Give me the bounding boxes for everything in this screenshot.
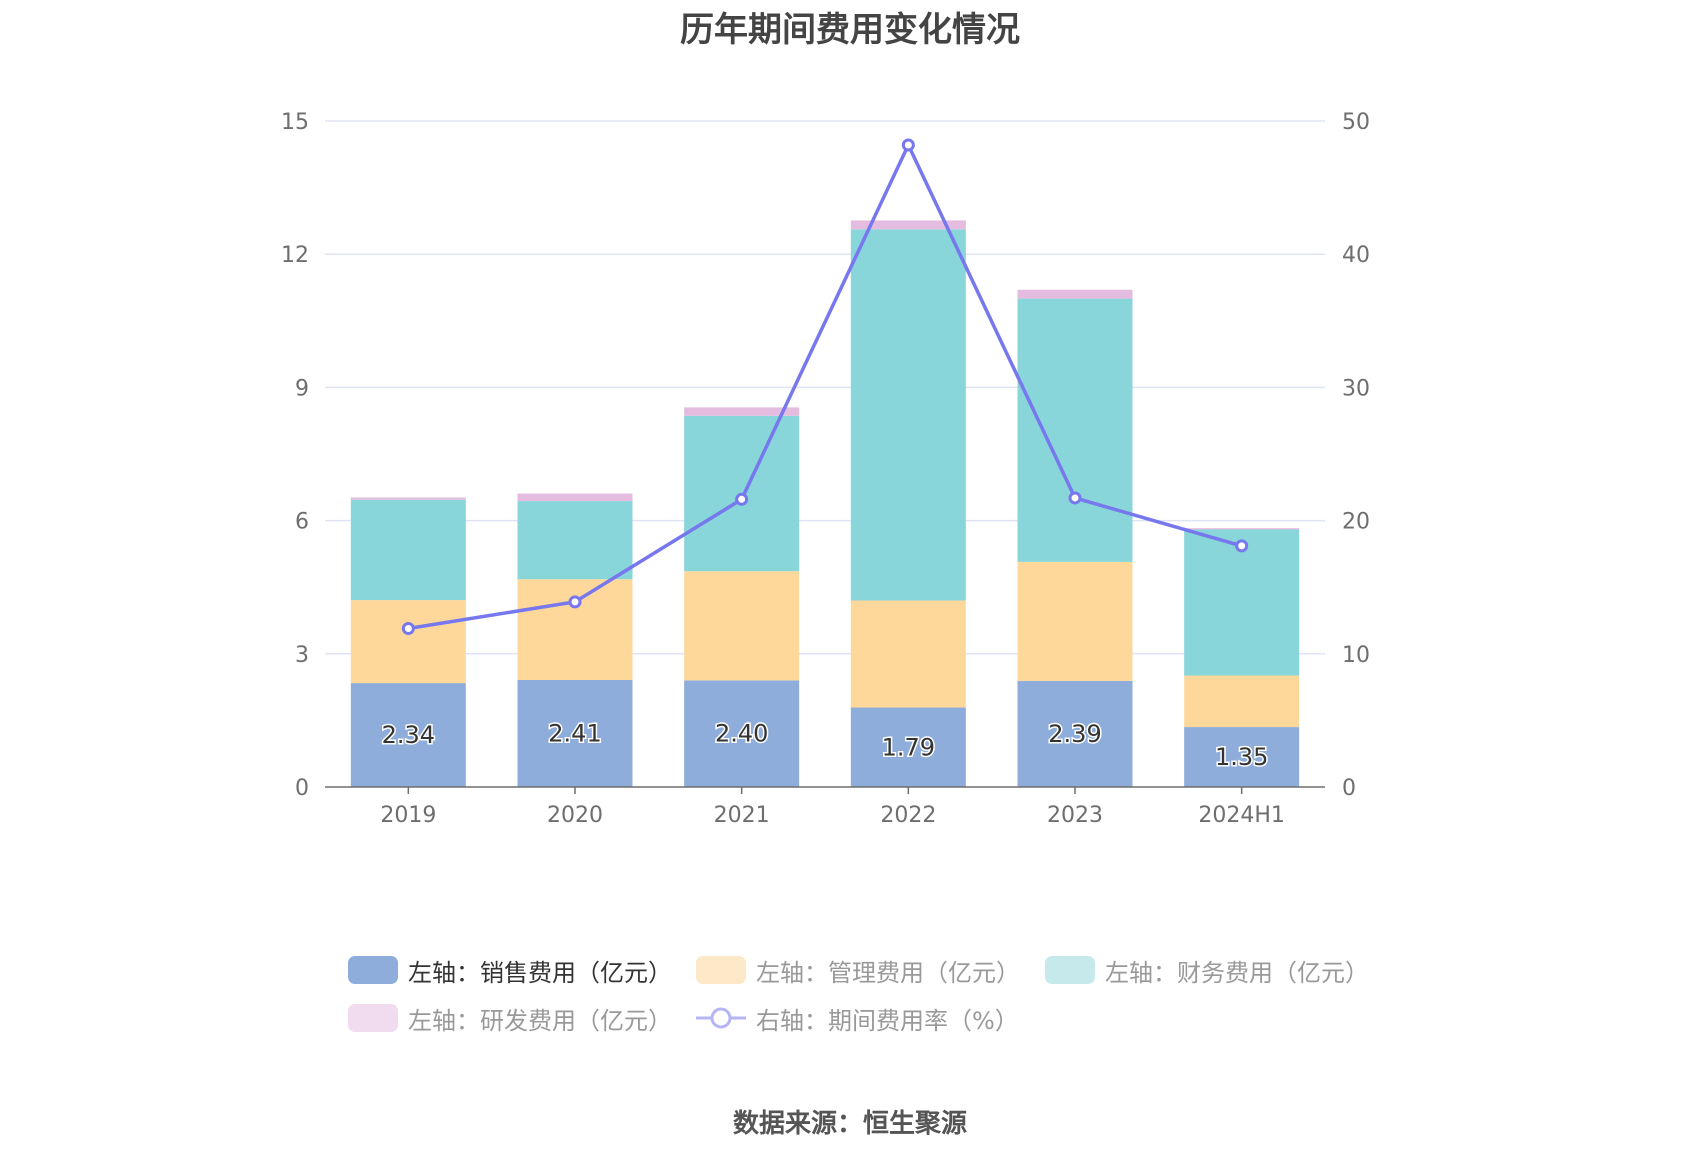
legend-item-sales[interactable]: 左轴：销售费用（亿元） [348,952,672,988]
bar-value-label: 2.34 [382,721,435,749]
bar-value-label: 2.39 [1048,720,1101,748]
x-axis: 2019 2020 2021 2022 2023 2024H1 [325,786,1325,828]
rate-line-path [408,140,1243,631]
left-tick-label: 9 [295,376,309,401]
bar-admin [1184,675,1300,728]
bar-rd [350,497,466,500]
right-tick-label: 50 [1342,110,1370,135]
bar-admin [350,600,466,684]
left-tick-label: 6 [295,510,309,535]
legend-item-finance[interactable]: 左轴：财务费用（亿元） [1045,952,1369,988]
right-y-axis: 0 10 20 30 40 50 [1342,110,1370,801]
legend-label-sales: 左轴：销售费用（亿元） [408,958,672,987]
right-tick-label: 40 [1342,243,1370,268]
legend-item-rd[interactable]: 左轴：研发费用（亿元） [348,1000,672,1036]
bar-rd [684,407,800,416]
grid-lines [325,120,1325,655]
bar-admin [850,600,966,708]
rate-point [1068,491,1082,505]
bar-rd [517,493,633,502]
bar-sales [1184,727,1300,787]
legend-swatch-rate [696,1007,746,1029]
legend-label-rd: 左轴：研发费用（亿元） [408,1006,672,1035]
bar-labels: 2.34 2.41 2.40 1.79 2.39 1.35 [380,718,1270,773]
rate-point [401,621,415,635]
x-tick-label: 2021 [714,803,770,828]
legend-swatch-admin [696,956,746,984]
right-tick-label: 30 [1342,376,1370,401]
rate-point [568,595,582,609]
bar-sales [1017,680,1133,787]
bar-value-label: 2.41 [548,719,601,747]
legend-swatch-rd [348,1004,398,1032]
bar-finance [850,229,966,601]
bar-sales [684,680,800,787]
bar-rd [1184,528,1300,530]
left-tick-label: 3 [295,643,309,668]
bar-value-label: 1.79 [882,733,935,761]
x-tick-label: 2020 [547,803,603,828]
left-tick-label: 15 [281,110,309,135]
bar-admin [517,579,633,680]
left-tick-label: 12 [281,243,309,268]
bar-value-label: 2.40 [715,720,768,748]
rate-point [1235,539,1249,553]
bar-sales [850,707,966,787]
bar-sales [517,679,633,787]
source-note: 数据来源：恒生聚源 [732,1109,967,1139]
legend-swatch-sales [348,956,398,984]
left-y-axis: 0 3 6 9 12 15 [281,110,309,801]
x-tick-label: 2024H1 [1198,803,1285,828]
legend-label-rate: 右轴：期间费用率（%） [756,1006,1019,1035]
left-tick-label: 0 [295,776,309,801]
x-tick-label: 2019 [380,803,436,828]
right-tick-label: 20 [1342,510,1370,535]
chart-title: 历年期间费用变化情况 [680,10,1020,50]
bar-finance [350,499,466,601]
bar-rd [850,220,966,230]
bar-finance [517,501,633,580]
rate-point [735,492,749,506]
bar-finance [1184,529,1300,676]
right-tick-label: 10 [1342,643,1370,668]
legend-item-admin[interactable]: 左轴：管理费用（亿元） [696,952,1020,988]
rate-point [901,138,915,152]
bar-admin [684,571,800,681]
legend-label-admin: 左轴：管理费用（亿元） [756,958,1020,987]
bar-finance [1017,298,1133,562]
bar-value-label: 1.35 [1215,743,1268,771]
x-tick-label: 2023 [1047,803,1103,828]
legend-item-rate[interactable]: 右轴：期间费用率（%） [696,1000,1019,1036]
legend-swatch-finance [1045,956,1095,984]
bar-admin [1017,561,1133,681]
x-tick-label: 2022 [880,803,936,828]
bar-rd [1017,289,1133,299]
rate-line [401,138,1249,635]
right-tick-label: 0 [1342,776,1356,801]
legend-label-finance: 左轴：财务费用（亿元） [1105,958,1369,987]
bar-sales [350,683,466,787]
bars [350,220,1300,787]
